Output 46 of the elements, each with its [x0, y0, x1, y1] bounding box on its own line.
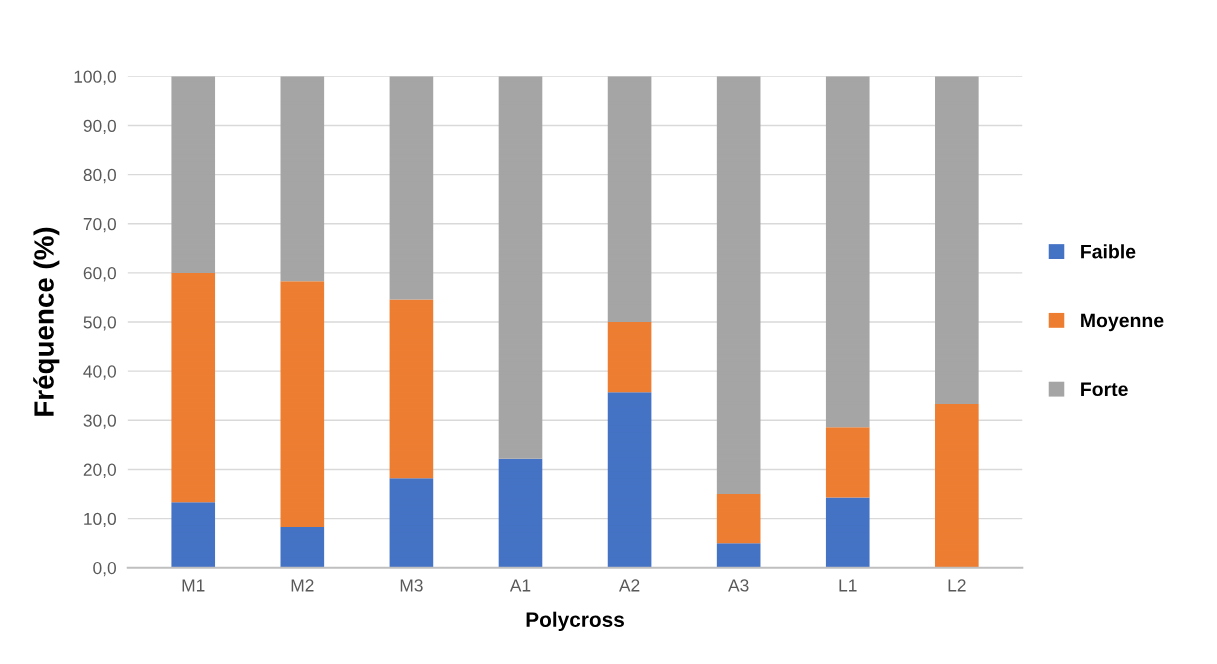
- y-tick-label: 100,0: [74, 70, 116, 85]
- y-tick-label: 10,0: [84, 512, 116, 528]
- bar: [825, 427, 870, 498]
- bar: [280, 526, 325, 568]
- bar: [498, 458, 543, 568]
- bar: [607, 392, 652, 568]
- x-tick-label: L2: [948, 579, 966, 592]
- y-tick-label: 70,0: [83, 217, 116, 233]
- bar: [389, 76, 434, 300]
- y-tick-label: 0,0: [93, 561, 116, 577]
- bar: [280, 281, 325, 527]
- x-tick-label: A3: [728, 579, 749, 592]
- y-axis-title: Fréquence (%): [33, 227, 60, 416]
- bar: [825, 497, 870, 568]
- bar: [607, 76, 652, 323]
- bar: [171, 272, 216, 503]
- x-tick-label: A2: [618, 579, 640, 592]
- bar: [171, 502, 216, 568]
- bar: [716, 543, 761, 568]
- x-tick-label: M1: [182, 579, 205, 592]
- bar: [716, 494, 761, 544]
- bar: [389, 478, 434, 568]
- x-axis-title: Polycross: [526, 611, 624, 632]
- bar: [607, 322, 652, 393]
- y-tick-label: 40,0: [83, 365, 116, 380]
- legend-label: Moyenne: [1081, 313, 1164, 332]
- legend-label: Faible: [1081, 244, 1136, 259]
- y-tick-label: 20,0: [83, 463, 116, 478]
- bar: [498, 76, 543, 459]
- y-tick-label: 60,0: [83, 267, 116, 282]
- y-tick-label: 30,0: [83, 414, 116, 429]
- bar: [280, 76, 325, 282]
- legend-label: Forte: [1081, 382, 1128, 397]
- y-tick-label: 50,0: [83, 316, 116, 331]
- x-tick-label: L1: [839, 579, 857, 592]
- bar: [935, 76, 979, 405]
- bar: [716, 76, 761, 495]
- bar: [935, 404, 979, 568]
- bar: [825, 76, 870, 428]
- x-tick-label: A1: [509, 579, 531, 592]
- y-tick-label: 80,0: [83, 168, 116, 184]
- x-tick-label: M2: [291, 579, 314, 592]
- y-tick-label: 90,0: [83, 119, 116, 135]
- bar: [389, 299, 434, 479]
- x-tick-label: M3: [400, 579, 423, 592]
- bar: [171, 76, 216, 273]
